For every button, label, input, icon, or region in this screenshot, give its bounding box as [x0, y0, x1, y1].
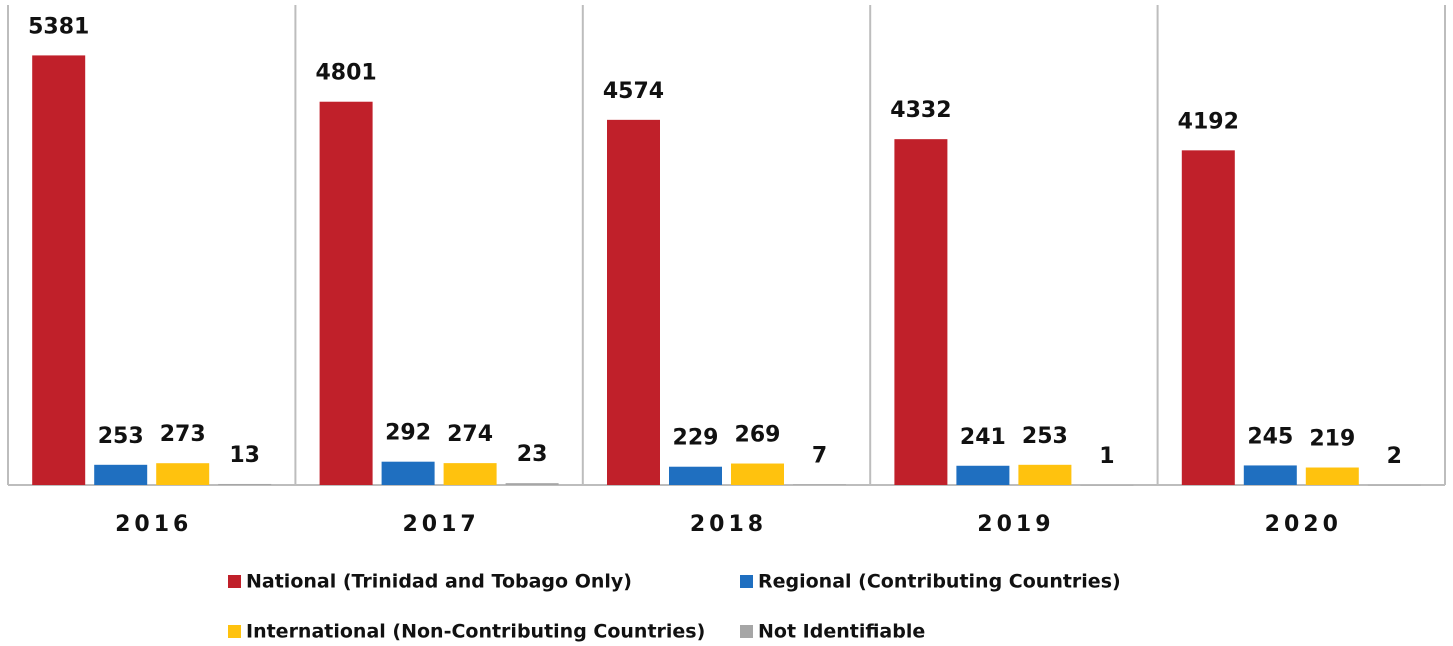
- data-label: 2: [1387, 444, 1402, 469]
- bar: [443, 463, 497, 485]
- data-label: 4192: [1178, 109, 1239, 134]
- legend-swatch: [228, 575, 241, 588]
- x-tick-label: 2016: [115, 512, 192, 537]
- legend-label: Not Identifiable: [758, 621, 925, 643]
- bar: [319, 101, 373, 486]
- x-tick-label: 2017: [402, 512, 479, 537]
- bar: [505, 483, 559, 485]
- bar: [381, 461, 435, 485]
- data-label: 229: [673, 426, 719, 451]
- bar: [1080, 484, 1134, 486]
- bar: [32, 55, 86, 485]
- bar: [1018, 464, 1072, 485]
- data-label: 23: [517, 442, 548, 467]
- bar: [156, 463, 210, 485]
- legend-swatch: [740, 575, 753, 588]
- bar: [956, 465, 1010, 485]
- bar: [894, 139, 948, 486]
- data-label: 245: [1247, 424, 1293, 449]
- legend-swatch: [228, 625, 241, 638]
- data-label: 13: [229, 443, 260, 468]
- data-label: 253: [98, 424, 144, 449]
- bar: [607, 119, 660, 485]
- bar: [1305, 467, 1359, 485]
- x-tick-label: 2018: [690, 512, 767, 537]
- bar: [793, 484, 846, 485]
- x-tick-label: 2019: [977, 512, 1054, 537]
- data-label: 4574: [603, 79, 664, 104]
- bar: [731, 463, 784, 485]
- data-label: 4332: [890, 98, 951, 123]
- data-label: 4801: [315, 61, 376, 86]
- data-label: 1: [1099, 444, 1114, 469]
- legend-label: National (Trinidad and Tobago Only): [246, 571, 632, 593]
- bar: [94, 464, 148, 485]
- legend-label: Regional (Contributing Countries): [758, 571, 1121, 593]
- data-label: 219: [1309, 427, 1355, 452]
- data-label: 274: [447, 422, 493, 447]
- data-label: 269: [735, 423, 781, 448]
- data-label: 241: [960, 425, 1006, 450]
- bar: [1181, 150, 1235, 485]
- data-label: 5381: [28, 14, 89, 39]
- bar: [1367, 484, 1421, 486]
- legend-label: International (Non-Contributing Countrie…: [246, 621, 705, 643]
- legend-swatch: [740, 625, 753, 638]
- data-label: 7: [812, 443, 827, 468]
- data-label: 253: [1022, 424, 1068, 449]
- bar: [669, 466, 722, 485]
- data-label: 292: [385, 421, 431, 446]
- data-label: 273: [160, 422, 206, 447]
- bar: [218, 483, 272, 485]
- bar: [1243, 465, 1297, 485]
- x-tick-label: 2020: [1265, 512, 1342, 537]
